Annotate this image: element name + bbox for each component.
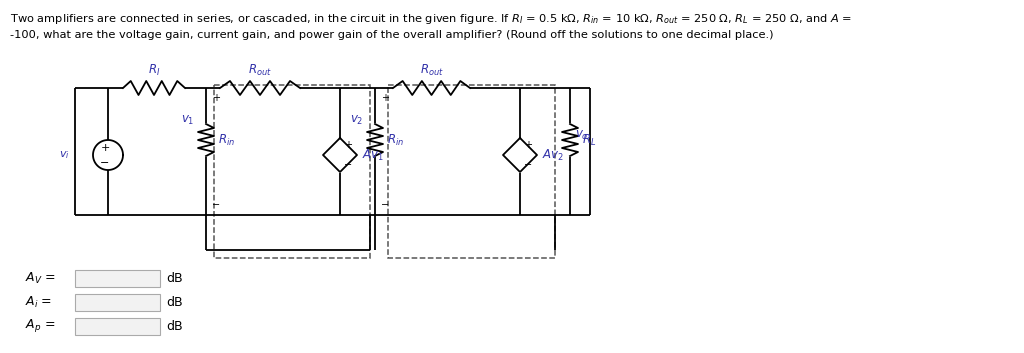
Bar — [75, 269, 160, 287]
Bar — [214, 85, 370, 258]
Text: $Av_2$: $Av_2$ — [542, 148, 564, 162]
Bar — [388, 85, 555, 258]
Text: $A_p$ =: $A_p$ = — [25, 317, 55, 335]
Bar — [75, 317, 160, 335]
Text: −: − — [381, 200, 389, 210]
Text: dB: dB — [166, 271, 182, 285]
Text: +: + — [524, 140, 532, 150]
Text: $v_1$: $v_1$ — [180, 113, 194, 126]
Text: Two amplifiers are connected in series, or cascaded, in the circuit in the given: Two amplifiers are connected in series, … — [10, 12, 852, 26]
Text: $v_i$: $v_i$ — [59, 149, 70, 161]
Text: $R_{in}$: $R_{in}$ — [387, 132, 404, 148]
Text: dB: dB — [166, 295, 182, 309]
Text: −: − — [100, 158, 110, 168]
Text: dB: dB — [166, 319, 182, 333]
Text: $R_I$: $R_I$ — [147, 62, 160, 78]
Text: −: − — [524, 160, 532, 170]
Text: -100, what are the voltage gain, current gain, and power gain of the overall amp: -100, what are the voltage gain, current… — [10, 30, 773, 40]
Text: $R_L$: $R_L$ — [582, 132, 596, 148]
Text: −: − — [344, 160, 352, 170]
Text: $v_o$: $v_o$ — [575, 128, 589, 142]
Text: $A_i$ =: $A_i$ = — [25, 294, 52, 310]
Text: $R_{in}$: $R_{in}$ — [218, 132, 236, 148]
Text: $Av_1$: $Av_1$ — [362, 148, 384, 162]
Text: +: + — [212, 93, 220, 103]
Text: $v_2$: $v_2$ — [349, 113, 362, 126]
Text: +: + — [344, 140, 352, 150]
Text: +: + — [381, 93, 389, 103]
Text: −: − — [212, 200, 220, 210]
Text: $A_V$ =: $A_V$ = — [25, 270, 55, 286]
Text: $R_{out}$: $R_{out}$ — [420, 62, 443, 78]
Text: $R_{out}$: $R_{out}$ — [248, 62, 272, 78]
Bar — [75, 293, 160, 311]
Text: +: + — [100, 143, 110, 153]
